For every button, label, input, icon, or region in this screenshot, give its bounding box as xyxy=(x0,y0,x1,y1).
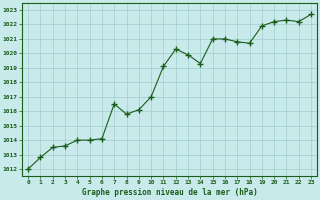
X-axis label: Graphe pression niveau de la mer (hPa): Graphe pression niveau de la mer (hPa) xyxy=(82,188,258,197)
